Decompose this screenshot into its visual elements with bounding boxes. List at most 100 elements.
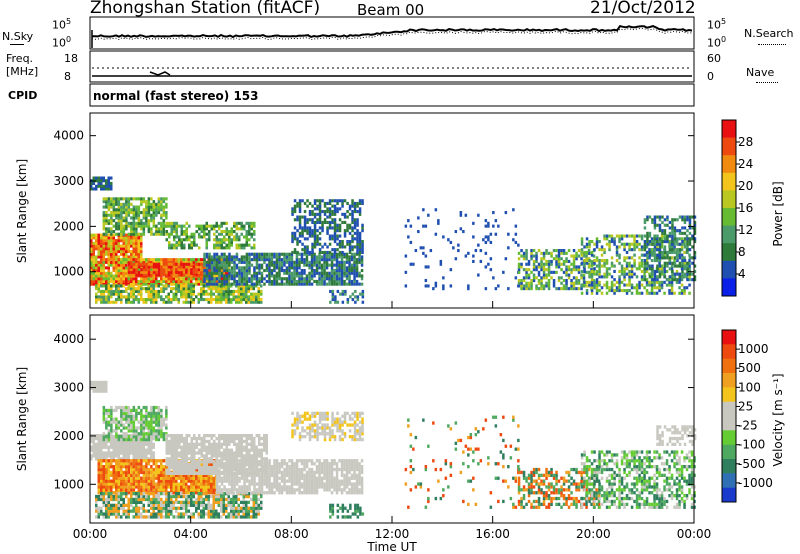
heatmap-cell	[577, 281, 581, 285]
heatmap-cell	[345, 282, 349, 286]
heatmap-cell	[417, 230, 420, 234]
heatmap-cell	[588, 264, 591, 268]
heatmap-cell	[245, 279, 249, 283]
heatmap-cell	[326, 231, 329, 235]
heatmap-cell	[646, 242, 649, 246]
heatmap-cell	[686, 267, 689, 271]
heatmap-cell	[110, 439, 113, 444]
heatmap-cell	[343, 220, 347, 224]
heatmap-cell	[135, 492, 138, 496]
heatmap-cell	[600, 253, 604, 257]
heatmap-cell	[187, 270, 191, 274]
heatmap-cell	[147, 284, 150, 288]
heatmap-cell	[316, 220, 319, 224]
heatmap-cell	[190, 492, 193, 496]
heatmap-cell	[187, 273, 191, 277]
heatmap-cell	[175, 246, 178, 250]
heatmap-cell	[168, 221, 171, 225]
heatmap-cell	[120, 279, 123, 283]
heatmap-cell	[125, 200, 128, 204]
heatmap-cell	[157, 509, 160, 513]
heatmap-cell	[588, 242, 591, 246]
heatmap-cell	[588, 240, 591, 244]
heatmap-cell	[208, 232, 211, 236]
heatmap-cell	[590, 272, 594, 276]
heatmap-cell	[172, 482, 175, 486]
heatmap-cell	[157, 227, 161, 231]
heatmap-cell	[253, 238, 256, 242]
heatmap-cell	[150, 445, 153, 449]
heatmap-cell	[235, 227, 238, 231]
heatmap-cell	[663, 280, 666, 284]
heatmap-cell	[147, 457, 150, 461]
heatmap-cell	[358, 252, 361, 256]
heatmap-cell	[253, 269, 256, 273]
heatmap-cell	[127, 488, 131, 492]
heatmap-cell	[454, 257, 458, 261]
heatmap-cell	[137, 506, 140, 510]
heatmap-cell	[293, 226, 297, 230]
heatmap-cell	[318, 252, 321, 256]
heatmap-cell	[182, 295, 185, 299]
heatmap-cell	[135, 213, 138, 217]
heatmap-cell	[303, 250, 307, 254]
heatmap-cell	[192, 277, 195, 281]
heatmap-cell	[340, 260, 344, 264]
heatmap-cell	[670, 256, 674, 260]
heatmap-cell	[305, 258, 309, 262]
heatmap-cell	[645, 267, 649, 271]
heatmap-cell	[585, 284, 588, 288]
heatmap-cell	[167, 500, 170, 504]
heatmap-cell	[115, 260, 118, 264]
heatmap-cell	[167, 485, 170, 489]
heatmap-cell	[275, 274, 279, 278]
heatmap-cell	[213, 224, 216, 228]
heatmap-cell	[150, 219, 153, 223]
heatmap-cell	[335, 258, 339, 262]
heatmap-cell	[95, 176, 98, 180]
heatmap-cell	[278, 252, 281, 256]
heatmap-cell	[590, 275, 594, 279]
heatmap-cell	[130, 439, 133, 444]
heatmap-cell	[218, 238, 221, 242]
heatmap-cell	[147, 273, 151, 277]
heatmap-cell	[213, 266, 216, 270]
heatmap-cell	[338, 277, 341, 281]
heatmap-cell	[240, 266, 244, 270]
heatmap-cell	[323, 220, 327, 224]
heatmap-cell	[130, 503, 133, 507]
heatmap-cell	[555, 287, 558, 291]
heatmap-cell	[172, 279, 175, 283]
heatmap-cell	[625, 250, 629, 254]
heatmap-cell	[660, 234, 664, 238]
heatmap-cell	[135, 503, 138, 507]
heatmap-cell	[683, 291, 686, 295]
heatmap-cell	[303, 252, 306, 256]
heatmap-cell	[640, 248, 644, 252]
heatmap-cell	[203, 263, 206, 267]
heatmap-cell	[202, 298, 205, 302]
heatmap-cell	[283, 271, 286, 275]
heatmap-cell	[122, 205, 126, 209]
heatmap-cell	[147, 451, 150, 455]
heatmap-cell	[97, 439, 100, 444]
heatmap-cell	[102, 244, 105, 248]
heatmap-cell	[90, 266, 93, 270]
heatmap-cell	[693, 256, 697, 260]
heatmap-cell	[248, 232, 251, 236]
heatmap-cell	[218, 240, 221, 244]
heatmap-cell	[127, 442, 130, 446]
heatmap-cell	[117, 289, 120, 293]
heatmap-cell	[676, 259, 679, 263]
heatmap-cell	[115, 287, 118, 291]
heatmap-cell	[333, 199, 337, 203]
heatmap-cell	[92, 241, 95, 245]
heatmap-cell	[140, 260, 143, 264]
heatmap-cell	[210, 491, 213, 495]
heatmap-cell	[610, 289, 614, 293]
heatmap-cell	[625, 242, 629, 246]
heatmap-cell	[245, 277, 249, 281]
heatmap-cell	[228, 246, 231, 250]
heatmap-cell	[285, 269, 289, 273]
heatmap-cell	[660, 272, 664, 276]
